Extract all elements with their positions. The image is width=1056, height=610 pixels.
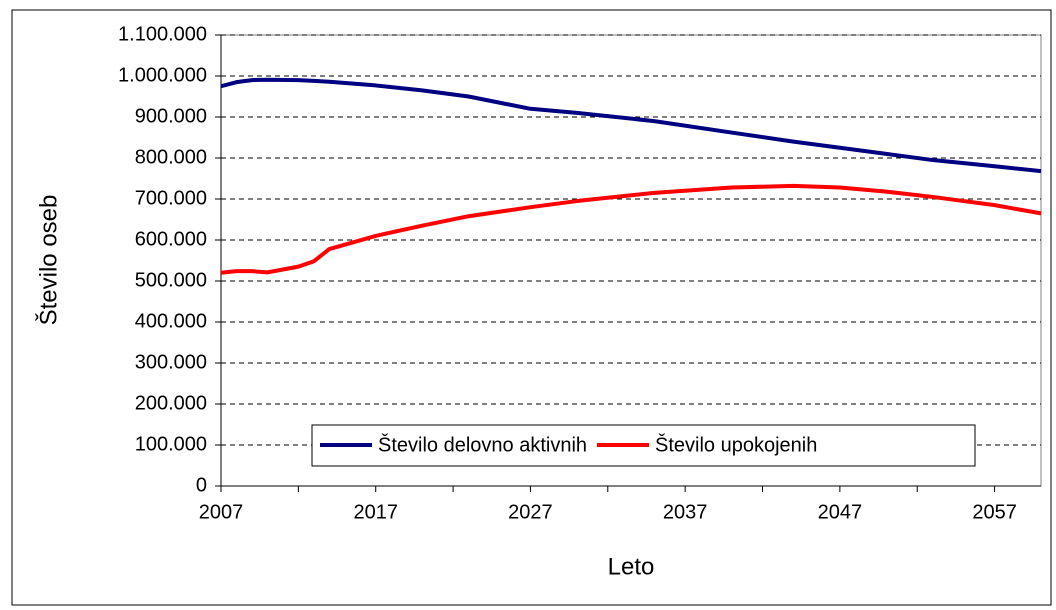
x-axis-label: Leto — [608, 553, 655, 580]
x-tick-label: 2017 — [353, 501, 398, 523]
plot-area — [220, 34, 1042, 487]
y-tick-label: 200.000 — [135, 392, 207, 414]
x-tick-label: 2037 — [663, 501, 708, 523]
legend-label: Število upokojenih — [655, 433, 817, 456]
x-tick-label: 2007 — [199, 501, 244, 523]
y-tick-label: 600.000 — [135, 228, 207, 250]
y-tick-label: 400.000 — [135, 310, 207, 332]
x-tick-label: 2057 — [972, 501, 1017, 523]
y-tick-label: 0 — [196, 474, 207, 496]
y-tick-label: 1.100.000 — [118, 23, 207, 45]
y-tick-label: 700.000 — [135, 187, 207, 209]
series-line — [220, 77, 1042, 174]
x-tick-label: 2027 — [508, 501, 553, 523]
y-tick-label: 100.000 — [135, 433, 207, 455]
legend-label: Število delovno aktivnih — [378, 433, 587, 456]
y-axis-label: Število oseb — [34, 195, 62, 326]
y-tick-label: 1.000.000 — [118, 64, 207, 86]
series-line — [220, 183, 1042, 275]
y-tick-label: 300.000 — [135, 351, 207, 373]
y-tick-label: 500.000 — [135, 269, 207, 291]
x-tick-label: 2047 — [818, 501, 863, 523]
y-tick-label: 900.000 — [135, 105, 207, 127]
y-tick-label: 800.000 — [135, 146, 207, 168]
